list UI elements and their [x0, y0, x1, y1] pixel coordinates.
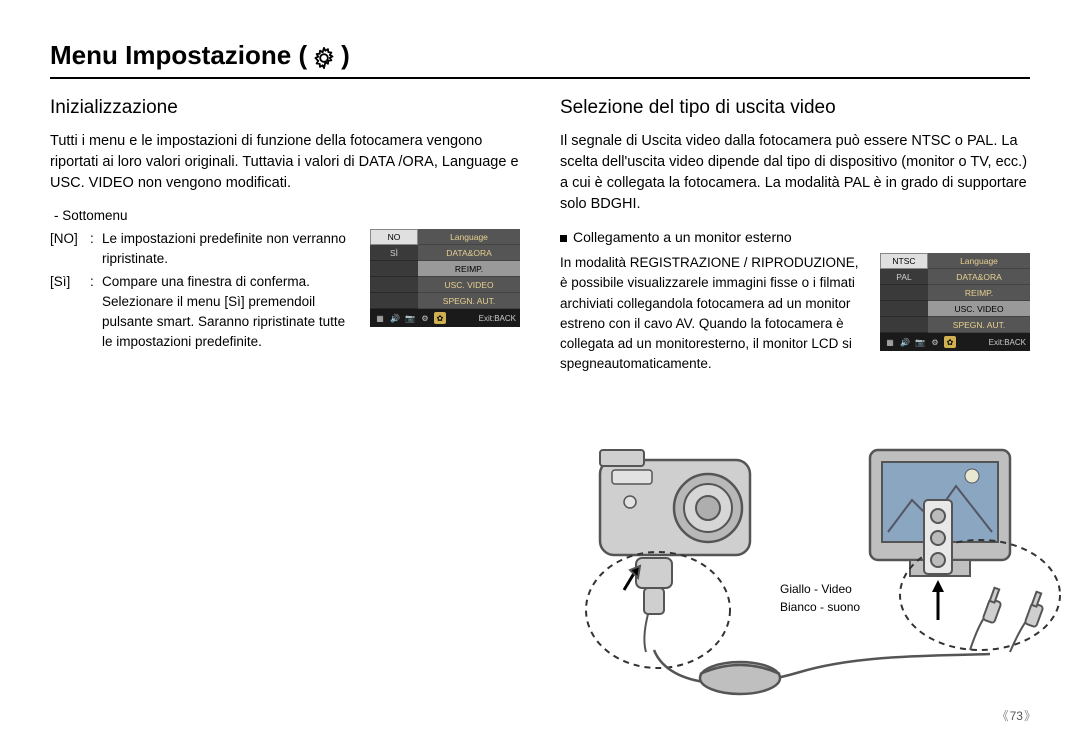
lcd-left-item [370, 277, 418, 293]
label-video: Giallo - Video [780, 580, 860, 598]
camera-av-port [624, 558, 672, 652]
square-bullet-icon [560, 235, 567, 242]
lcd-left-item [880, 285, 928, 301]
camera-icon [600, 450, 750, 555]
lcd-right-item[interactable]: DATA&ORA [418, 245, 520, 261]
bullet-heading: Collegamento a un monitor esterno [560, 229, 1030, 245]
lcd-right-item[interactable]: SPEGN. AUT. [418, 293, 520, 309]
left-column: Inizializzazione Tutti i menu e le impos… [50, 97, 520, 375]
right-intro: Il segnale di Uscita video dalla fotocam… [560, 131, 1030, 215]
lcd-tab-icon[interactable]: ✿ [944, 336, 956, 348]
lcd-panel-video-out: NTSCLanguage PALDATA&ORA REIMP. USC. VID… [880, 253, 1030, 351]
submenu-item: [Sì] : Compare una finestra di conferma.… [50, 272, 352, 353]
left-heading: Inizializzazione [50, 97, 520, 119]
av-in-panel [924, 500, 952, 620]
page-number: 73 [997, 707, 1036, 724]
lcd-right-item[interactable]: DATA&ORA [928, 269, 1030, 285]
lcd-left-item[interactable]: NO [370, 229, 418, 245]
lcd-left-item[interactable]: NTSC [880, 253, 928, 269]
cable-labels: Giallo - Video Bianco - suono [780, 580, 860, 616]
lcd-left-item [880, 317, 928, 333]
lcd-tab-icon[interactable]: 📷 [914, 336, 926, 348]
page-title: Menu Impostazione ( ) [50, 40, 1030, 79]
lcd-panel-reset: NOLanguage SÌDATA&ORA REIMP. USC. VIDEO … [370, 229, 520, 327]
bullet-text: Collegamento a un monitor esterno [573, 229, 792, 245]
lcd-left-item [880, 301, 928, 317]
lcd-exit: Exit:BACK [989, 338, 1026, 347]
lcd-left-item [370, 261, 418, 277]
lcd-right-item[interactable]: REIMP. [418, 261, 520, 277]
rca-plugs [970, 588, 1043, 652]
lcd-tab-icon[interactable]: ▦ [374, 312, 386, 324]
gear-icon [313, 45, 335, 67]
title-close: ) [341, 40, 350, 71]
lcd-tab-icon[interactable]: ⚙ [419, 312, 431, 324]
lcd-tab-icon[interactable]: ⚙ [929, 336, 941, 348]
connection-text: In modalità REGISTRAZIONE / RIPRODUZIONE… [560, 253, 862, 375]
left-intro: Tutti i menu e le impostazioni di funzio… [50, 131, 520, 194]
submenu-key: [NO] [50, 229, 90, 270]
lcd-tab-icon[interactable]: ✿ [434, 312, 446, 324]
lcd-exit: Exit:BACK [479, 314, 516, 323]
lcd-tab-icon[interactable]: 🔊 [899, 336, 911, 348]
lcd-tab-icon[interactable]: 📷 [404, 312, 416, 324]
title-text: Menu Impostazione ( [50, 40, 307, 71]
lcd-right-item[interactable]: Language [928, 253, 1030, 269]
lcd-right-item[interactable]: Language [418, 229, 520, 245]
submenu-items: [NO] : Le impostazioni predefinite non v… [50, 229, 352, 355]
lcd-right-item[interactable]: REIMP. [928, 285, 1030, 301]
lcd-tab-icon[interactable]: 🔊 [389, 312, 401, 324]
right-column: Selezione del tipo di uscita video Il se… [560, 97, 1030, 375]
lcd-left-item [370, 293, 418, 309]
lcd-left-item[interactable]: PAL [880, 269, 928, 285]
submenu-desc: Le impostazioni predefinite non verranno… [102, 229, 352, 270]
right-heading: Selezione del tipo di uscita video [560, 97, 1030, 119]
submenu-label: - Sottomenu [54, 208, 520, 223]
lcd-right-item[interactable]: USC. VIDEO [928, 301, 1030, 317]
submenu-key: [Sì] [50, 272, 90, 353]
lcd-footer: ▦ 🔊 📷 ⚙ ✿ Exit:BACK [880, 333, 1030, 351]
lcd-tab-icon[interactable]: ▦ [884, 336, 896, 348]
av-cable [654, 650, 990, 694]
lcd-right-item[interactable]: USC. VIDEO [418, 277, 520, 293]
connection-diagram: Giallo - Video Bianco - suono [540, 440, 1070, 700]
submenu-desc: Compare una finestra di conferma. Selezi… [102, 272, 352, 353]
lcd-left-item[interactable]: SÌ [370, 245, 418, 261]
submenu-item: [NO] : Le impostazioni predefinite non v… [50, 229, 352, 270]
lcd-right-item[interactable]: SPEGN. AUT. [928, 317, 1030, 333]
label-audio: Bianco - suono [780, 598, 860, 616]
lcd-footer: ▦ 🔊 📷 ⚙ ✿ Exit:BACK [370, 309, 520, 327]
